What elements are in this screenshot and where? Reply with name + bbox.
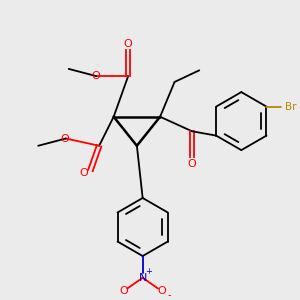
- Text: O: O: [80, 168, 88, 178]
- Text: O: O: [124, 39, 133, 49]
- Text: O: O: [61, 134, 70, 143]
- Text: O: O: [188, 159, 196, 169]
- Text: O: O: [119, 286, 128, 296]
- Text: O: O: [91, 71, 100, 81]
- Text: -: -: [167, 290, 170, 300]
- Text: +: +: [146, 267, 152, 276]
- Text: Br: Br: [285, 102, 297, 112]
- Text: O: O: [157, 286, 166, 296]
- Text: N: N: [139, 273, 147, 283]
